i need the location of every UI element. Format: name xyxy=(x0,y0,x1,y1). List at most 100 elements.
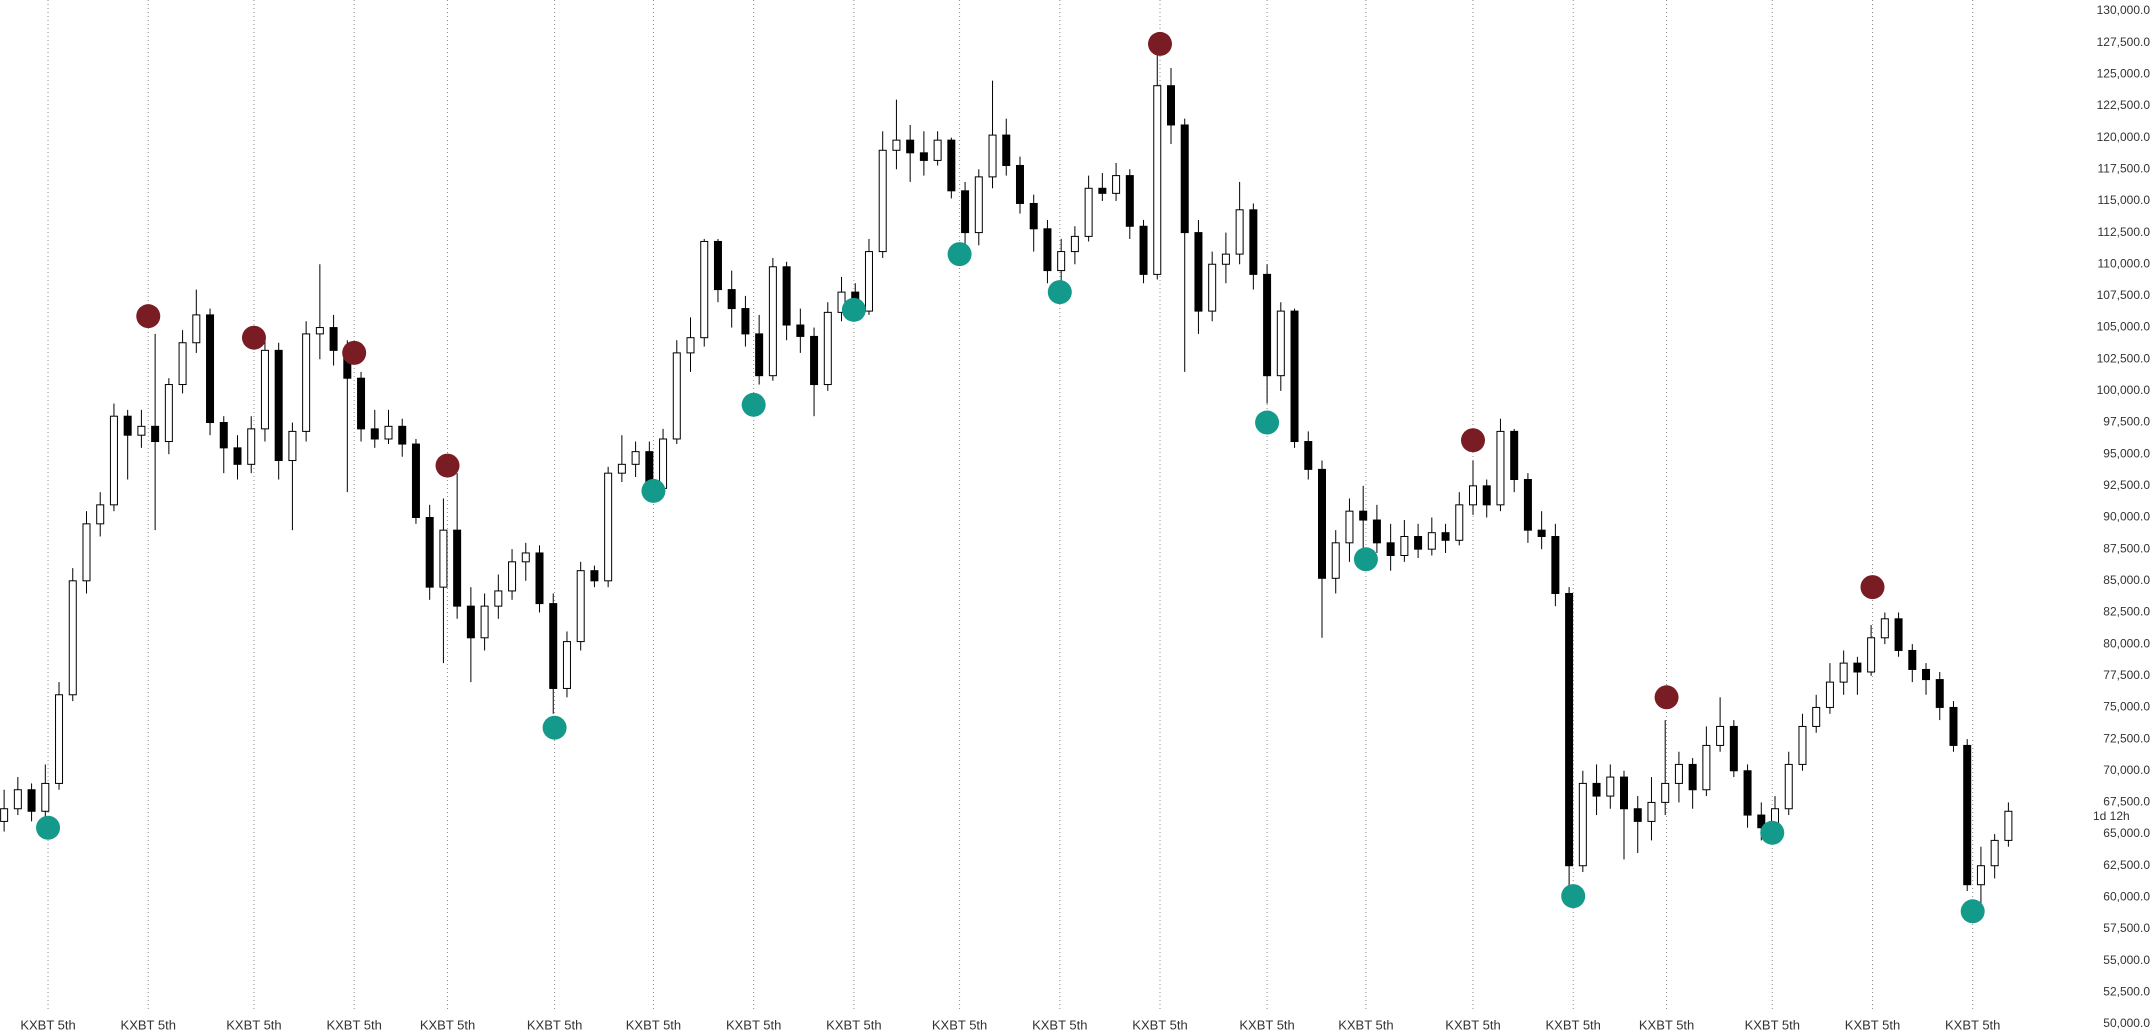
y-tick-label: 70,000.0 xyxy=(2103,763,2150,777)
x-tick-label: KXBT 5th xyxy=(1745,1017,1800,1032)
candle-body xyxy=(1976,865,1985,886)
y-tick-label: 100,000.0 xyxy=(2097,383,2151,397)
candle-body xyxy=(370,428,379,440)
pivot-marker xyxy=(241,325,266,350)
candle-body xyxy=(466,605,475,639)
candle-body xyxy=(1194,232,1203,312)
candle-body xyxy=(1935,679,1944,708)
candle-body xyxy=(1098,187,1107,194)
candle-body xyxy=(878,149,887,253)
candle-body xyxy=(1455,504,1464,541)
candle-body xyxy=(137,425,146,436)
y-tick-label: 87,500.0 xyxy=(2103,541,2150,555)
candle-body xyxy=(659,438,668,489)
candle-body xyxy=(1812,706,1821,727)
candle-body xyxy=(1908,649,1917,670)
x-tick-label: KXBT 5th xyxy=(1945,1017,2000,1032)
candle-body xyxy=(1208,263,1217,312)
y-tick-label: 120,000.0 xyxy=(2097,130,2151,144)
candle-body xyxy=(1606,776,1615,797)
candle-body xyxy=(562,641,571,689)
y-tick-label: 95,000.0 xyxy=(2103,446,2150,460)
candle-body xyxy=(1716,725,1725,746)
pivot-marker xyxy=(36,815,61,840)
candle-body xyxy=(1688,763,1697,791)
candle-body xyxy=(247,428,256,465)
countdown-label: 1d 12h xyxy=(2093,809,2130,823)
y-tick-label: 112,500.0 xyxy=(2098,225,2151,239)
candle-body xyxy=(1331,542,1340,579)
y-tick-label: 92,500.0 xyxy=(2103,478,2150,492)
y-tick-label: 127,500.0 xyxy=(2097,35,2151,49)
candle-body xyxy=(919,152,928,161)
y-tick-label: 107,500.0 xyxy=(2097,288,2151,302)
x-tick-label: KXBT 5th xyxy=(932,1017,987,1032)
candle-body xyxy=(13,789,22,810)
candle-body xyxy=(1784,763,1793,810)
candle-body xyxy=(631,451,640,465)
candle-body xyxy=(1043,228,1052,272)
pivot-marker xyxy=(1461,428,1486,453)
pivot-marker xyxy=(641,478,666,503)
y-tick-label: 117,500.0 xyxy=(2098,161,2151,175)
candle-body xyxy=(329,327,338,351)
candle-body xyxy=(55,694,64,784)
candle-body xyxy=(864,251,873,312)
candle-body xyxy=(1729,725,1738,772)
candle-body xyxy=(1317,468,1326,579)
pivot-marker xyxy=(1353,547,1378,572)
y-tick-label: 105,000.0 xyxy=(2097,320,2151,334)
pivot-marker xyxy=(1960,899,1985,924)
candle-body xyxy=(1002,134,1011,166)
y-tick-label: 55,000.0 xyxy=(2103,953,2150,967)
candle-body xyxy=(453,529,462,607)
candle-body xyxy=(1496,430,1505,506)
candle-body xyxy=(974,176,983,234)
candle-body xyxy=(768,266,777,377)
candle-body xyxy=(1647,801,1656,822)
candle-body xyxy=(1359,510,1368,521)
candle-body xyxy=(1304,441,1313,470)
y-tick-label: 72,500.0 xyxy=(2103,731,2150,745)
candle-body xyxy=(892,139,901,151)
candle-body xyxy=(1180,124,1189,234)
x-tick-label: KXBT 5th xyxy=(1338,1017,1393,1032)
candle-body xyxy=(206,314,215,424)
pivot-marker xyxy=(1654,685,1679,710)
y-tick-label: 80,000.0 xyxy=(2103,636,2150,650)
y-tick-label: 57,500.0 xyxy=(2103,921,2150,935)
candle-body xyxy=(1551,535,1560,594)
candle-body xyxy=(1125,175,1134,227)
candle-body xyxy=(425,517,434,588)
pivot-marker xyxy=(1760,820,1785,845)
y-tick-label: 130,000.0 xyxy=(2097,3,2151,17)
candle-body xyxy=(1592,782,1601,797)
candle-body xyxy=(1084,187,1093,237)
x-tick-label: KXBT 5th xyxy=(1032,1017,1087,1032)
candle-body xyxy=(1565,592,1574,867)
candle-body xyxy=(1153,85,1162,275)
y-tick-label: 77,500.0 xyxy=(2103,668,2150,682)
candle-body xyxy=(1867,637,1876,673)
candle-body xyxy=(439,529,448,588)
y-tick-label: 82,500.0 xyxy=(2103,605,2150,619)
y-tick-label: 67,500.0 xyxy=(2103,795,2150,809)
candle-body xyxy=(315,327,324,335)
pivot-marker xyxy=(1255,410,1280,435)
pivot-marker xyxy=(1860,575,1885,600)
candle-body xyxy=(1757,814,1766,829)
candle-body xyxy=(288,430,297,462)
candle-body xyxy=(1674,763,1683,784)
candle-body xyxy=(727,289,736,310)
candle-body xyxy=(357,377,366,430)
candle-body xyxy=(384,425,393,440)
x-tick-label: KXBT 5th xyxy=(726,1017,781,1032)
candle-body xyxy=(1015,164,1024,204)
pivot-marker xyxy=(1148,31,1173,56)
candle-body xyxy=(1221,253,1230,265)
y-tick-label: 90,000.0 xyxy=(2103,510,2150,524)
candle-body xyxy=(96,504,105,525)
candle-body xyxy=(68,580,77,696)
candle-body xyxy=(1839,662,1848,683)
